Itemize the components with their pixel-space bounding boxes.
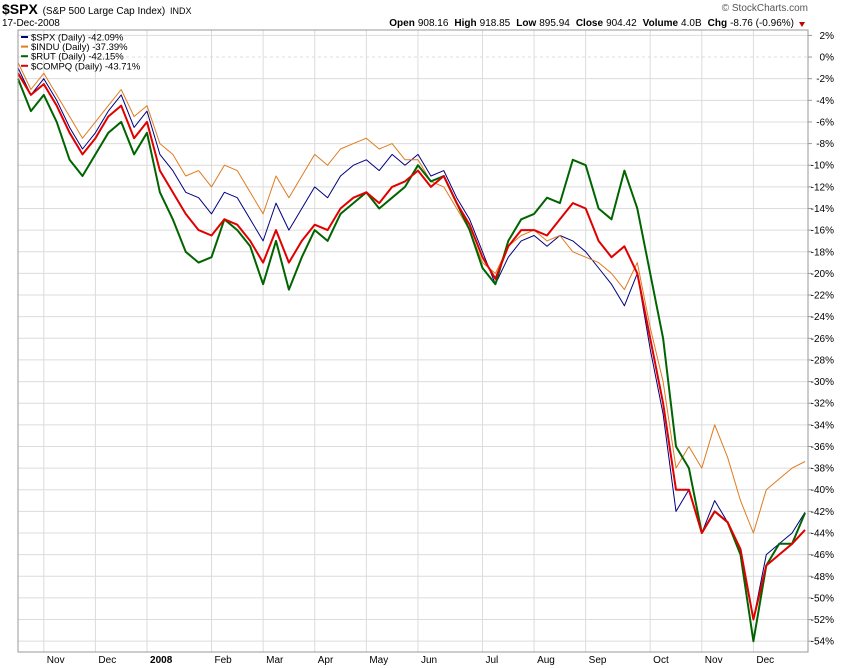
y-tick-label: -6% [816, 117, 834, 128]
x-tick-label: Feb [215, 655, 233, 666]
x-tick-label: Dec [98, 655, 116, 666]
quote-label: Low [516, 18, 536, 29]
chart-header: $SPX (S&P 500 Large Cap Index) INDX [2, 1, 192, 17]
y-tick-label: -16% [811, 226, 834, 237]
y-tick-label: -50% [811, 593, 834, 604]
y-tick-label: -18% [811, 247, 834, 258]
x-tick-label: May [369, 655, 388, 666]
plot-frame [17, 29, 809, 653]
y-tick-label: -46% [811, 550, 834, 561]
x-tick-label: Jul [485, 655, 498, 666]
y-tick-label: -32% [811, 399, 834, 410]
y-tick-label: -4% [816, 96, 834, 107]
legend: $SPX (Daily) -42.09%$INDU (Daily) -37.39… [21, 33, 141, 72]
quote-label: Close [576, 18, 604, 29]
quote-value: -8.76 (-0.96%) [730, 18, 794, 29]
quote-value: 895.94 [539, 18, 570, 29]
y-tick-label: -36% [811, 442, 834, 453]
grid [18, 30, 808, 652]
credit: © StockCharts.com [722, 3, 808, 14]
y-tick-label: -22% [811, 291, 834, 302]
down-arrow [799, 22, 805, 27]
quote-value: 4.0B [681, 18, 702, 29]
y-tick-label: -24% [811, 312, 834, 323]
y-tick-label: 2% [820, 31, 835, 42]
x-tick-label: Nov [705, 655, 723, 666]
x-tick-label: Mar [266, 655, 284, 666]
date: 17-Dec-2008 [2, 18, 60, 29]
quote-label: Open [389, 18, 415, 29]
y-tick-label: -10% [811, 161, 834, 172]
exchange: INDX [170, 6, 192, 16]
legend-label: $COMPQ (Daily) -43.71% [31, 61, 141, 72]
y-tick-label: -48% [811, 572, 834, 583]
quote-value: 908.16 [418, 18, 449, 29]
x-tick-label: Sep [589, 655, 607, 666]
y-tick-label: -40% [811, 485, 834, 496]
y-tick-label: -28% [811, 355, 834, 366]
index-name: (S&P 500 Large Cap Index) [43, 6, 166, 17]
y-tick-label: -44% [811, 529, 834, 540]
y-tick-label: -2% [816, 74, 834, 85]
quote-label: Volume [643, 18, 679, 29]
quote-line: Open 908.16 High 918.85 Low 895.94 Close 904.42… [389, 18, 794, 29]
y-tick-label: -54% [811, 637, 834, 648]
series-line [17, 72, 806, 621]
y-tick-label: -20% [811, 269, 834, 280]
x-tick-label: Dec [756, 655, 774, 666]
x-tick-label: Jun [421, 655, 437, 666]
y-tick-label: -8% [816, 139, 834, 150]
y-tick-label: -52% [811, 615, 834, 626]
y-tick-label: -42% [811, 507, 834, 518]
y-tick-label: 0% [820, 53, 835, 64]
y-tick-label: -34% [811, 420, 834, 431]
legend-label: $SPX (Daily) -42.09% [31, 33, 124, 44]
quote-label: Chg [708, 18, 727, 29]
legend-label: $INDU (Daily) -37.39% [31, 42, 128, 53]
y-tick-label: -38% [811, 464, 834, 475]
series-line [17, 62, 806, 534]
y-tick-label: -26% [811, 334, 834, 345]
x-tick-label: Aug [537, 655, 555, 666]
legend-label: $RUT (Daily) -42.15% [31, 52, 124, 63]
x-tick-label: 2008 [150, 655, 173, 666]
plot [17, 62, 806, 643]
symbol: $SPX [2, 1, 38, 17]
y-tick-label: -30% [811, 377, 834, 388]
x-tick-label: Oct [653, 655, 669, 666]
x-tick-label: Nov [47, 655, 65, 666]
quote-label: High [454, 18, 476, 29]
quote-value: 904.42 [606, 18, 637, 29]
axes: 2% 0% -2% -4% -6% -8% -10% -12% -14% -16% -18% -20%… [47, 31, 834, 666]
quote-value: 918.85 [480, 18, 511, 29]
y-tick-label: -14% [811, 204, 834, 215]
x-tick-label: Apr [318, 655, 334, 666]
y-tick-label: -12% [811, 182, 834, 193]
